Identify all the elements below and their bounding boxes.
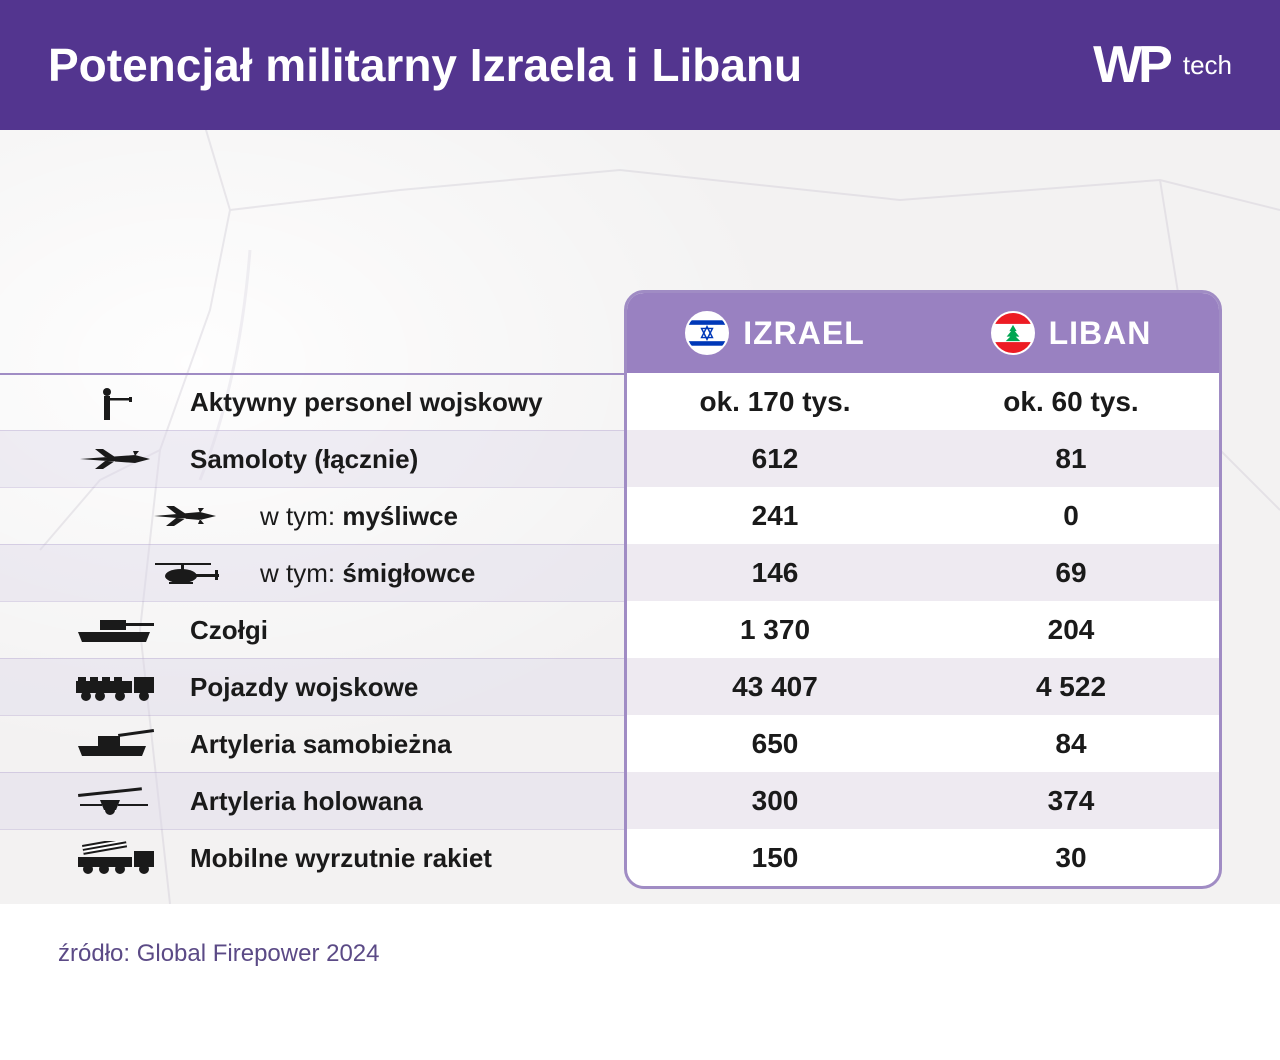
towed-icon xyxy=(70,786,160,816)
row-label: Artyleria holowana xyxy=(0,772,624,829)
data-cell: ok. 170 tys. xyxy=(627,373,923,430)
brand-logo: WP tech xyxy=(1093,35,1232,95)
soldier-icon xyxy=(70,384,160,422)
truck-icon xyxy=(70,671,160,703)
data-cell: 84 xyxy=(923,715,1219,772)
data-cell: 69 xyxy=(923,544,1219,601)
row-label: Pojazdy wojskowe xyxy=(0,658,624,715)
data-cell: 300 xyxy=(627,772,923,829)
row-label-text: Pojazdy wojskowe xyxy=(190,672,418,703)
row-label-text: Artyleria samobieżna xyxy=(190,729,452,760)
data-cell: 30 xyxy=(923,829,1219,886)
helicopter-icon xyxy=(140,558,230,588)
data-row: 43 4074 522 xyxy=(627,658,1219,715)
row-label: Czołgi xyxy=(0,601,624,658)
data-row: 15030 xyxy=(627,829,1219,886)
data-cell: 150 xyxy=(627,829,923,886)
row-label: Artyleria samobieżna xyxy=(0,715,624,772)
data-box: IZRAEL LIBAN ok. 170 tys.ok. 60 tys.6128… xyxy=(624,290,1222,889)
data-row: 61281 xyxy=(627,430,1219,487)
column-head-lebanon: LIBAN xyxy=(923,293,1219,373)
row-label-text: Samoloty (łącznie) xyxy=(190,444,418,475)
data-cell: 204 xyxy=(923,601,1219,658)
column-head-lebanon-label: LIBAN xyxy=(1049,315,1152,352)
data-cell: 81 xyxy=(923,430,1219,487)
lebanon-flag-icon xyxy=(991,311,1035,355)
row-label-text: w tym: myśliwce xyxy=(260,501,458,532)
header-bar: Potencjał militarny Izraela i Libanu WP … xyxy=(0,0,1280,130)
content-area: Aktywny personel wojskowy Samoloty (łączn… xyxy=(0,130,1280,904)
data-header: IZRAEL LIBAN xyxy=(627,293,1219,373)
data-row: ok. 170 tys.ok. 60 tys. xyxy=(627,373,1219,430)
row-label-text: Aktywny personel wojskowy xyxy=(190,387,543,418)
row-label-text: w tym: śmigłowce xyxy=(260,558,475,589)
spg-icon xyxy=(70,728,160,760)
row-label: Samoloty (łącznie) xyxy=(0,430,624,487)
data-cell: 43 407 xyxy=(627,658,923,715)
column-head-israel-label: IZRAEL xyxy=(743,315,865,352)
comparison-table: Aktywny personel wojskowy Samoloty (łączn… xyxy=(0,290,1280,889)
mlrs-icon xyxy=(70,841,160,875)
fighter-icon xyxy=(140,503,230,529)
source-attribution: źródło: Global Firepower 2024 xyxy=(0,904,1280,968)
row-label-text: Artyleria holowana xyxy=(190,786,423,817)
tank-icon xyxy=(70,614,160,646)
logo-sub-text: tech xyxy=(1183,50,1232,81)
data-cell: 0 xyxy=(923,487,1219,544)
data-cell: 374 xyxy=(923,772,1219,829)
data-cell: 612 xyxy=(627,430,923,487)
data-row: 2410 xyxy=(627,487,1219,544)
data-row: 65084 xyxy=(627,715,1219,772)
row-label: w tym: myśliwce xyxy=(0,487,624,544)
data-cell: 146 xyxy=(627,544,923,601)
jet-icon xyxy=(70,445,160,473)
row-label: w tym: śmigłowce xyxy=(0,544,624,601)
column-head-israel: IZRAEL xyxy=(627,293,923,373)
data-row: 1 370204 xyxy=(627,601,1219,658)
israel-flag-icon xyxy=(685,311,729,355)
data-cell: 241 xyxy=(627,487,923,544)
data-row: 300374 xyxy=(627,772,1219,829)
data-cell: ok. 60 tys. xyxy=(923,373,1219,430)
row-label: Aktywny personel wojskowy xyxy=(0,373,624,430)
labels-column: Aktywny personel wojskowy Samoloty (łączn… xyxy=(0,290,624,886)
row-label-text: Czołgi xyxy=(190,615,268,646)
data-cell: 1 370 xyxy=(627,601,923,658)
row-label-text: Mobilne wyrzutnie rakiet xyxy=(190,843,492,874)
data-cell: 650 xyxy=(627,715,923,772)
row-label: Mobilne wyrzutnie rakiet xyxy=(0,829,624,886)
data-cell: 4 522 xyxy=(923,658,1219,715)
data-row: 14669 xyxy=(627,544,1219,601)
logo-brand-text: WP xyxy=(1093,35,1169,95)
page-title: Potencjał militarny Izraela i Libanu xyxy=(48,38,802,92)
